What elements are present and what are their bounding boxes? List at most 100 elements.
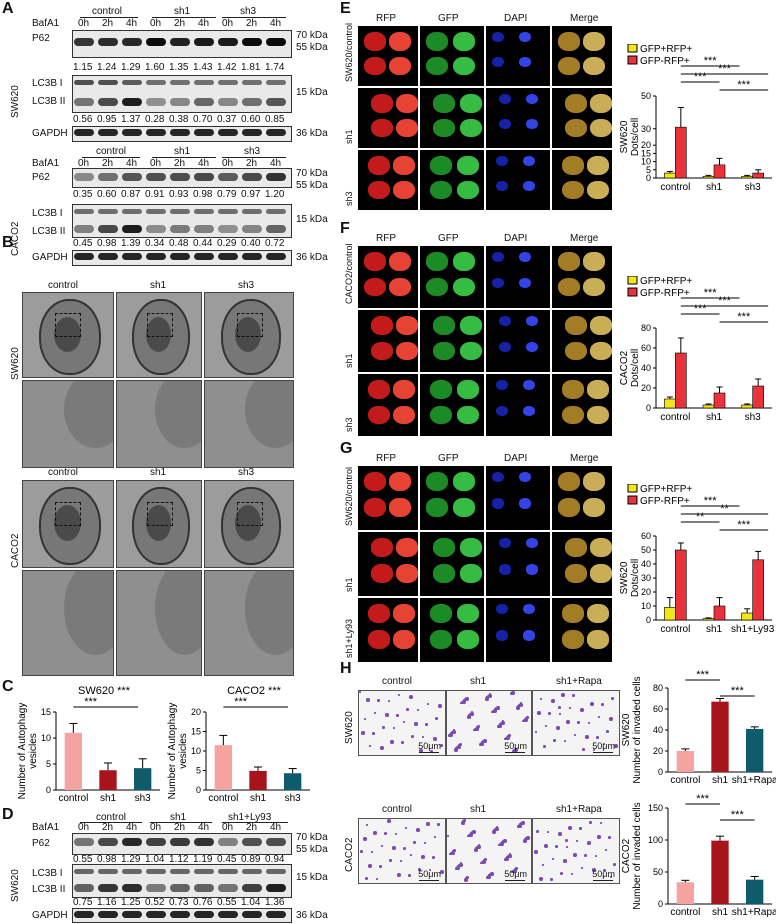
channel-label: DAPI [504, 453, 528, 464]
cell-blob [368, 180, 390, 200]
band-p62 [98, 173, 118, 181]
fluorescence-image [552, 598, 612, 662]
row-label: sh1+Ly93 [344, 619, 354, 658]
x-tick-label: control [660, 412, 690, 423]
band-lc3i [122, 80, 142, 85]
invaded-cell [605, 849, 607, 851]
invaded-cell [552, 858, 554, 860]
invaded-cell [548, 712, 551, 715]
scale-bar [593, 752, 613, 753]
cell-blob [459, 94, 482, 113]
fluorescence-image [420, 150, 484, 210]
bar [746, 728, 764, 772]
cell-blob [456, 180, 479, 200]
gapdh-label-d: GAPDH [32, 910, 68, 921]
bar [741, 176, 753, 179]
y-tick-label: 15 [191, 727, 201, 737]
invaded-cell [462, 700, 466, 704]
band-lc3i [98, 80, 118, 85]
cell-blob [522, 630, 535, 641]
band-p62 [74, 838, 94, 846]
band-gapdh [74, 911, 94, 918]
densitometry-value: 1.42 [217, 62, 237, 73]
cell-blob [459, 341, 482, 361]
band-lc3ii [194, 98, 214, 106]
cell-blob [396, 118, 418, 138]
invaded-cell [440, 744, 443, 747]
invaded-cell [512, 750, 514, 752]
fluorescence-image [486, 532, 550, 596]
x-tick-label: sh1 [706, 182, 723, 193]
invaded-cell [432, 856, 435, 859]
sig-label: *** [704, 495, 718, 507]
band-lc3ii [266, 98, 286, 106]
group-label-sh1ly93-d: sh1+Ly93 [228, 812, 272, 823]
band-p62 [122, 173, 142, 181]
cell-blob [496, 405, 508, 416]
cell-blob [389, 277, 412, 297]
time-point-label: 2h [246, 18, 258, 29]
band-gapdh [266, 253, 286, 260]
invaded-cell [498, 724, 502, 728]
invaded-cell [413, 841, 416, 844]
cell-blob [590, 564, 612, 584]
densitometry-value: 1.25 [121, 897, 141, 908]
invaded-cell [534, 850, 538, 854]
sig-label: *** [731, 809, 745, 821]
cell-line-label-caco2: CACO2 [10, 221, 21, 256]
scale-bar [593, 880, 613, 881]
cell-blob [590, 341, 612, 361]
densitometry-value: 0.55 [73, 854, 93, 865]
row-label: sh1 [344, 129, 354, 144]
band-lc3ii [74, 98, 94, 106]
band-gapdh [146, 253, 166, 260]
cell-blob [525, 118, 538, 129]
invaded-cell [488, 874, 490, 876]
fluorescence-image [358, 374, 418, 436]
invaded-cell [418, 868, 421, 871]
band-p62 [194, 173, 214, 181]
invaded-cell [467, 715, 471, 719]
densitometry-value: 0.70 [193, 114, 213, 125]
cell-blob [371, 316, 393, 335]
p62-label-d: P62 [32, 838, 50, 849]
x-tick-label: sh1 [250, 793, 267, 804]
y-tick-label: 0 [646, 403, 651, 413]
fluorescence-image [552, 374, 612, 436]
y-tick-label: 5 [196, 766, 201, 776]
invaded-cell [459, 863, 463, 867]
densitometry-value: 0.56 [73, 114, 93, 125]
x-tick-label: sh1 [706, 624, 723, 635]
y-tick-label: 60 [653, 704, 663, 714]
band-lc3i [194, 209, 214, 214]
transwell-col-label: sh1+Rapa [556, 676, 602, 687]
bafa1-label-2: BafA1 [32, 158, 60, 169]
invaded-cell [598, 716, 600, 718]
group-label-control-2: control [96, 146, 127, 157]
invaded-cell [543, 745, 546, 748]
panel-label-a: A [2, 0, 14, 17]
cell-blob [583, 252, 606, 271]
channel-label: GFP [438, 453, 459, 464]
chart-title: SW620 *** [78, 685, 131, 697]
cell-blob [565, 538, 587, 557]
band-lc3ii [98, 225, 118, 233]
invaded-cell [521, 821, 525, 825]
lc3i-label-d: LC3B I [32, 868, 63, 879]
invaded-cell [596, 736, 599, 739]
densitometry-value: 0.40 [241, 238, 261, 249]
band-lc3i [74, 869, 94, 874]
cell-blob [583, 472, 606, 491]
y-axis-label: Dots/cell [630, 349, 641, 387]
invaded-cell [613, 863, 616, 866]
group-label-sh1-d: sh1 [170, 812, 187, 823]
band-lc3i [74, 80, 94, 85]
tem-nucleus [53, 316, 81, 352]
invaded-cell [424, 842, 426, 844]
bar [675, 352, 687, 409]
cell-blob [492, 277, 504, 288]
cell-blob [371, 564, 393, 584]
band-lc3i [218, 869, 238, 874]
band-gapdh [122, 911, 142, 918]
